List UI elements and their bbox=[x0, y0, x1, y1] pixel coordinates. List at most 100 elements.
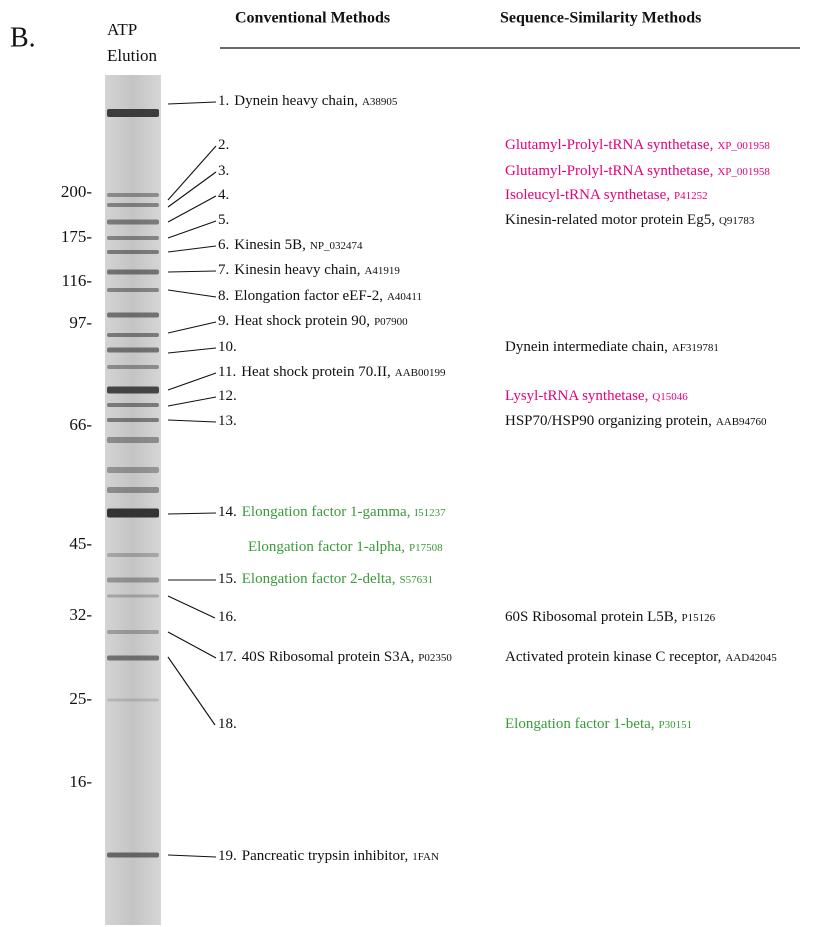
lane-label: Elution bbox=[107, 46, 158, 65]
gel-band bbox=[107, 313, 159, 318]
gel-band bbox=[107, 509, 159, 518]
entry-number: 13. bbox=[218, 413, 237, 429]
entry-row: 18. bbox=[218, 716, 237, 732]
entry-row: 3. bbox=[218, 163, 229, 179]
entry-number: 18. bbox=[218, 716, 237, 732]
accession: AF319781 bbox=[672, 342, 719, 354]
entry-number: 9. bbox=[218, 313, 229, 329]
gel-band bbox=[107, 387, 159, 394]
entry-number: 8. bbox=[218, 288, 229, 304]
leader-line bbox=[168, 102, 216, 104]
entry-number: 2. bbox=[218, 137, 229, 153]
protein-name: Isoleucyl-tRNA synthetase, bbox=[505, 187, 670, 203]
sequence-entry: HSP70/HSP90 organizing protein,AAB94760 bbox=[505, 413, 767, 429]
protein-name: HSP70/HSP90 organizing protein, bbox=[505, 413, 712, 429]
sequence-entry: Glutamyl-Prolyl-tRNA synthetase,XP_00195… bbox=[505, 137, 770, 153]
gel-band bbox=[107, 595, 159, 598]
accession: 1FAN bbox=[412, 851, 439, 863]
accession: S57631 bbox=[399, 574, 433, 586]
accession: AAB00199 bbox=[395, 367, 446, 379]
leader-line bbox=[168, 348, 216, 353]
entry-number: 17. bbox=[218, 649, 237, 665]
protein-name: Elongation factor eEF-2, bbox=[234, 288, 383, 304]
leader-line bbox=[168, 146, 216, 200]
protein-name: Dynein intermediate chain, bbox=[505, 339, 668, 355]
entry-row: 9.Heat shock protein 90,P07900 bbox=[218, 313, 408, 329]
leader-line bbox=[168, 657, 215, 725]
sequence-entry: Glutamyl-Prolyl-tRNA synthetase,XP_00195… bbox=[505, 163, 770, 179]
gel-band bbox=[107, 333, 159, 337]
leader-line bbox=[168, 632, 216, 658]
sequence-entry: Isoleucyl-tRNA synthetase, P41252 bbox=[505, 187, 708, 203]
header: Conventional Methods bbox=[235, 10, 390, 27]
header: Sequence-Similarity Methods bbox=[500, 10, 701, 27]
accession: XP_001958 bbox=[717, 140, 770, 152]
entry-number: 7. bbox=[218, 262, 229, 278]
entry-number: 4. bbox=[218, 187, 229, 203]
entry-number: 11. bbox=[218, 364, 236, 380]
entry-row: 19. Pancreatic trypsin inhibitor, 1FAN bbox=[218, 848, 439, 864]
accession: P15126 bbox=[682, 612, 716, 624]
entry-number: 15. bbox=[218, 571, 237, 587]
leader-line bbox=[168, 513, 216, 514]
gel-band bbox=[107, 203, 159, 207]
protein-name: Elongation factor 1-alpha, bbox=[248, 539, 405, 555]
accession: P41252 bbox=[674, 190, 708, 202]
protein-name: Heat shock protein 70.II, bbox=[241, 364, 391, 380]
gel-band bbox=[107, 656, 159, 661]
marker-label: 16- bbox=[69, 772, 92, 791]
accession: A41919 bbox=[364, 265, 400, 277]
marker-label: 25- bbox=[69, 689, 92, 708]
leader-line bbox=[168, 420, 216, 422]
entry-row: 17.40S Ribosomal protein S3A,P02350 bbox=[218, 649, 452, 665]
protein-name: Pancreatic trypsin inhibitor, bbox=[242, 848, 408, 864]
gel-band bbox=[107, 403, 159, 407]
sequence-entry: Elongation factor 1-beta,P30151 bbox=[505, 716, 692, 732]
entry-row: 7. Kinesin heavy chain, A41919 bbox=[218, 262, 400, 278]
accession: AAD42045 bbox=[725, 652, 777, 664]
entry-row: 14. Elongation factor 1-gamma,I51237 bbox=[218, 504, 446, 520]
marker-label: 45- bbox=[69, 534, 92, 553]
accession: Q15046 bbox=[652, 391, 688, 403]
protein-name: Kinesin heavy chain, bbox=[234, 262, 360, 278]
entry-row: 11. Heat shock protein 70.II, AAB00199 bbox=[218, 364, 446, 380]
accession: I51237 bbox=[414, 507, 446, 519]
annotations: 200-175-116-97-66-45-32-25-16-1.Dynein h… bbox=[61, 93, 777, 864]
marker-label: 66- bbox=[69, 415, 92, 434]
entry-row: 8. Elongation factor eEF-2, A40411 bbox=[218, 288, 422, 304]
leader-line bbox=[168, 397, 216, 406]
entry-row: 1.Dynein heavy chain,A38905 bbox=[218, 93, 398, 109]
leader-line bbox=[168, 596, 215, 618]
entry-row: 16. bbox=[218, 609, 237, 625]
gel-band bbox=[107, 109, 159, 117]
accession: P07900 bbox=[374, 316, 408, 328]
entry-row: 10. bbox=[218, 339, 237, 355]
entry-row: 12. bbox=[218, 388, 237, 404]
gel-band bbox=[107, 288, 159, 292]
figure: B. ATP Elution Conventional Methods Sequ… bbox=[0, 0, 829, 927]
marker-label: 175- bbox=[61, 227, 93, 246]
entry-row: 5. bbox=[218, 212, 229, 228]
leader-line bbox=[168, 855, 216, 857]
entry-number: 19. bbox=[218, 848, 237, 864]
accession: Q91783 bbox=[719, 215, 755, 227]
sequence-entry: Lysyl-tRNA synthetase, Q15046 bbox=[505, 388, 688, 404]
sequence-entry: Activated protein kinase C receptor,AAD4… bbox=[505, 649, 777, 665]
accession: A38905 bbox=[362, 96, 398, 108]
leader-line bbox=[168, 246, 216, 252]
protein-name: Lysyl-tRNA synthetase, bbox=[505, 388, 648, 404]
entry-number: 5. bbox=[218, 212, 229, 228]
sequence-entry: Kinesin-related motor protein Eg5,Q91783 bbox=[505, 212, 755, 228]
accession: A40411 bbox=[387, 291, 422, 303]
gel-band bbox=[107, 630, 159, 634]
marker-label: 116- bbox=[61, 271, 92, 290]
leader-line bbox=[168, 373, 216, 390]
gel-band bbox=[107, 437, 159, 443]
marker-label: 32- bbox=[69, 605, 92, 624]
protein-name: Elongation factor 1-gamma, bbox=[242, 504, 411, 520]
protein-name: Dynein heavy chain, bbox=[234, 93, 358, 109]
entry-number: 14. bbox=[218, 504, 237, 520]
gel-band bbox=[107, 578, 159, 583]
leader-line bbox=[168, 322, 216, 333]
gel-band bbox=[107, 699, 159, 702]
